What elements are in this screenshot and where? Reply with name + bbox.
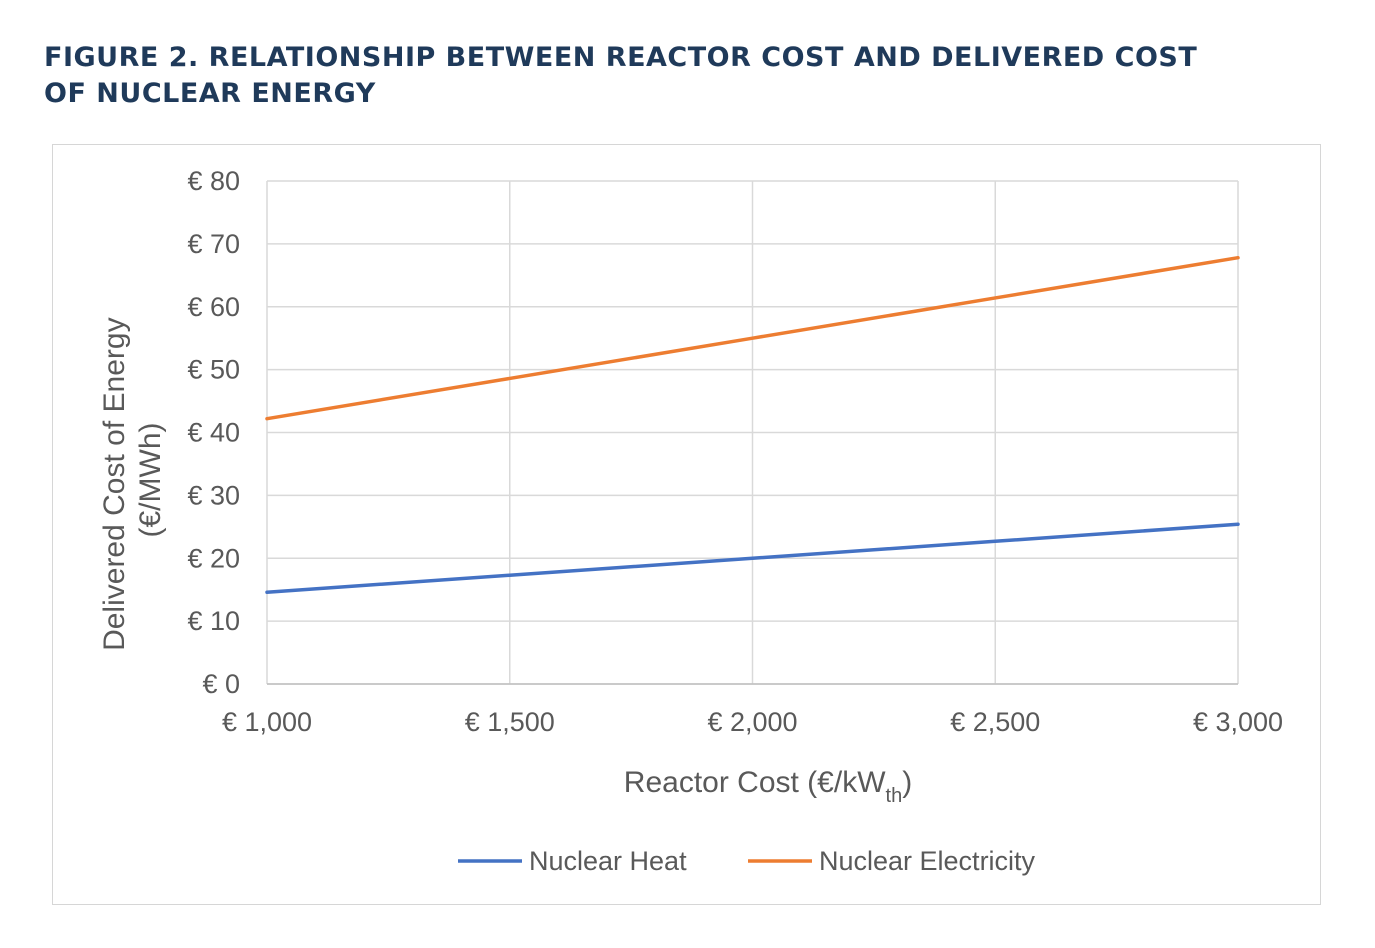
y-tick-label: € 10 [187,606,240,636]
y-tick-label: € 80 [187,166,240,196]
x-tick-label: € 3,000 [1193,707,1283,737]
x-tick-labels: € 1,000 € 1,500 € 2,000 € 2,500 € 3,000 [222,707,1283,737]
y-axis-title-line2: (€/MWh) [134,423,167,538]
legend: Nuclear Heat Nuclear Electricity [458,846,1036,876]
series-line-1 [265,255,1240,421]
x-tick-label: € 2,000 [707,707,797,737]
y-axis-title-line1: Delivered Cost of Energy [98,317,131,651]
legend-label: Nuclear Electricity [819,846,1036,876]
chart-frame [52,144,1321,905]
y-tick-label: € 60 [187,292,240,322]
series-lines [265,255,1240,594]
y-axis-title: Delivered Cost of Energy (€/MWh) [98,309,167,651]
y-tick-label: € 70 [187,229,240,259]
x-tick-label: € 1,000 [222,707,312,737]
figure-title: FIGURE 2. RELATIONSHIP BETWEEN REACTOR C… [44,42,1198,109]
x-tick-label: € 2,500 [950,707,1040,737]
x-axis-title-subscript: th [886,785,903,807]
x-axis-title: Reactor Cost (€/kWth) [624,766,912,807]
legend-label: Nuclear Heat [529,846,687,876]
gridlines [266,180,1239,685]
x-tick-label: € 1,500 [465,707,555,737]
y-tick-label: € 40 [187,418,240,448]
y-tick-label: € 20 [187,543,240,573]
x-axis-title-end: ) [902,766,912,799]
y-tick-labels: € 0 € 10 € 20 € 30 € 40 € 50 € 60 € 70 € 80 [187,166,240,699]
y-tick-label: € 0 [202,669,240,699]
series-line-0 [265,522,1240,594]
y-tick-label: € 30 [187,480,240,510]
x-axis-title-main: Reactor Cost (€/kW [624,766,886,799]
y-tick-label: € 50 [187,355,240,385]
